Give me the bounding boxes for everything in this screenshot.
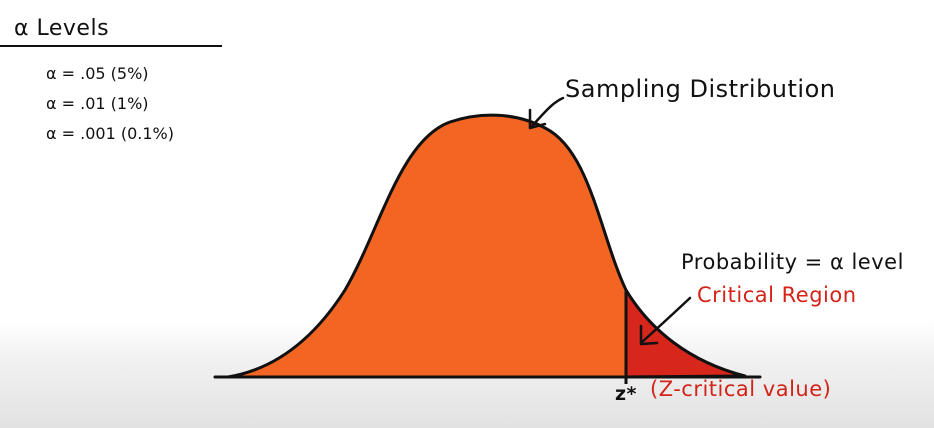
- sampling-distribution-curve: [226, 113, 628, 379]
- critical-arrow-icon: [639, 296, 692, 346]
- probability-label: Probability = α level: [681, 250, 904, 274]
- z-critical-value-label: (Z-critical value): [650, 377, 832, 401]
- alpha-title-underline: [0, 45, 222, 47]
- z-star-label: z*: [615, 383, 637, 405]
- critical-region-label: Critical Region: [697, 283, 857, 307]
- sampling-distribution-label: Sampling Distribution: [565, 75, 836, 103]
- alpha-level-item: α = .001 (0.1%): [46, 124, 174, 143]
- sampling-arrow-icon: [528, 96, 565, 130]
- alpha-levels-title: α Levels: [14, 16, 110, 41]
- alpha-level-item: α = .01 (1%): [46, 94, 149, 113]
- alpha-levels-list: α = .05 (5%) α = .01 (1%) α = .001 (0.1%…: [46, 62, 174, 152]
- alpha-level-item: α = .05 (5%): [46, 64, 149, 83]
